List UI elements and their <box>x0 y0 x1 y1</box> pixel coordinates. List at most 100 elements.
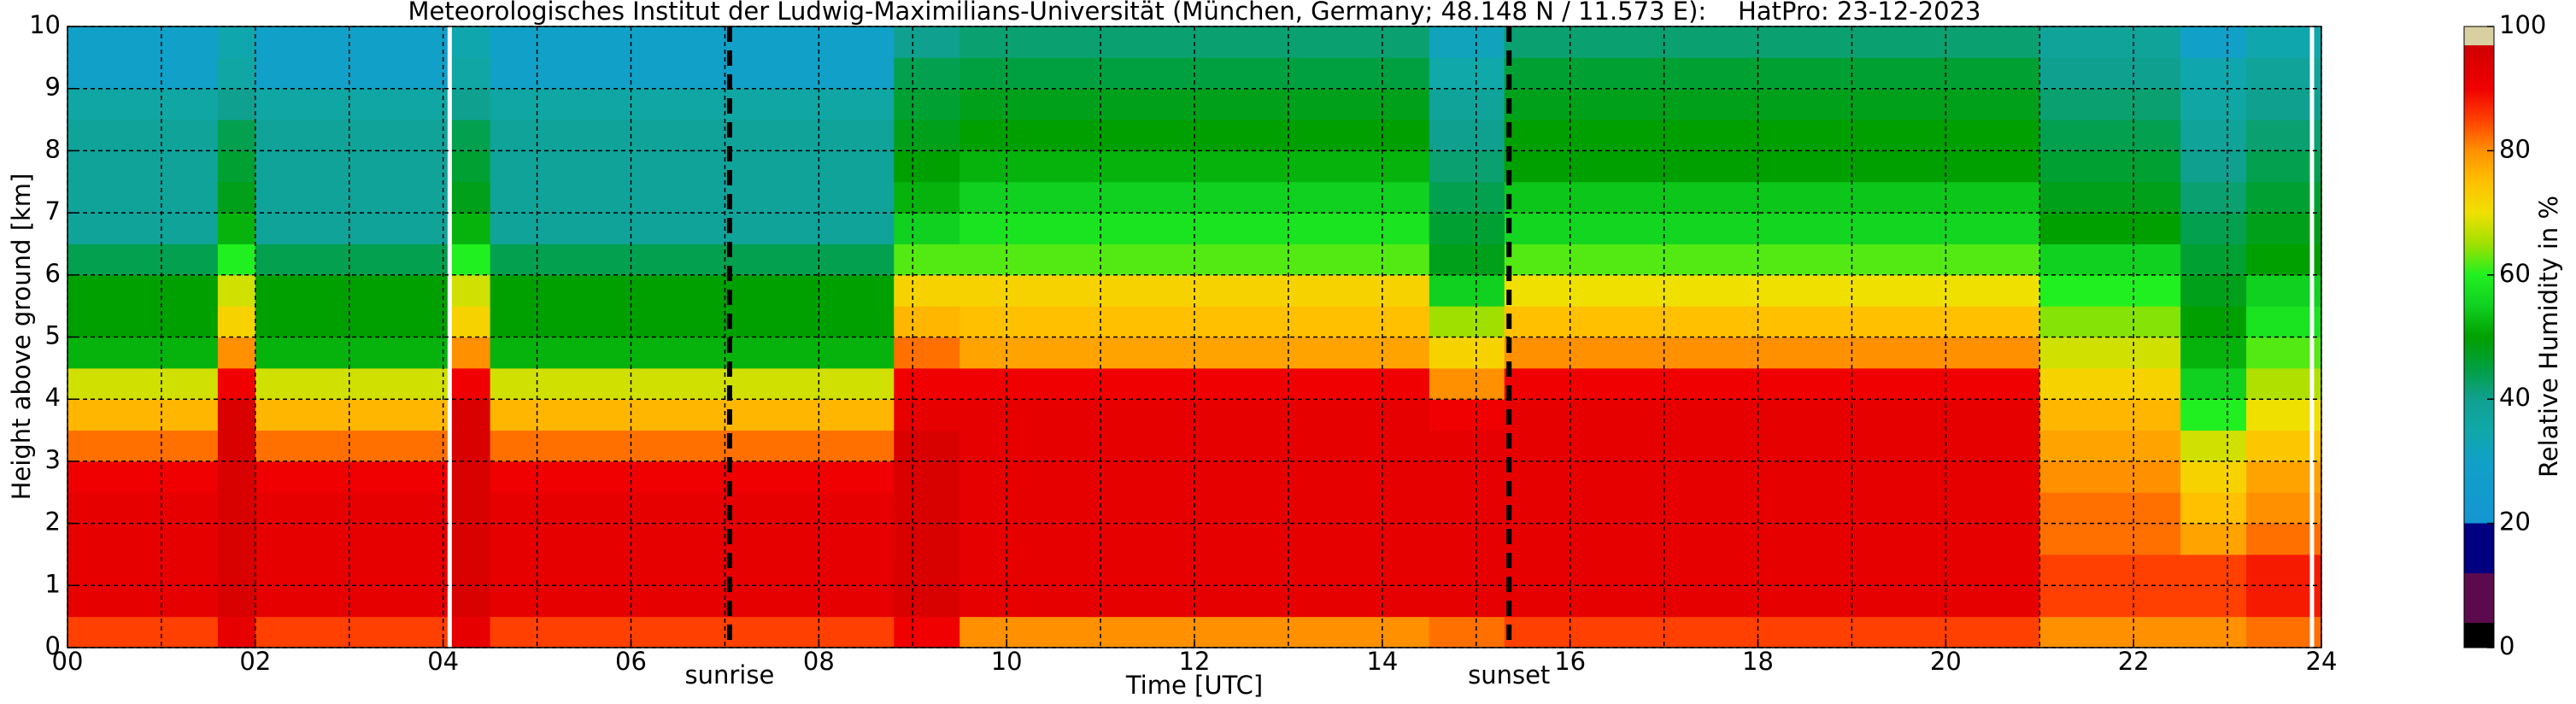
heat-cell <box>894 554 960 586</box>
heat-cell <box>2180 367 2247 400</box>
heat-cell <box>2180 430 2247 462</box>
heat-cell <box>448 523 491 555</box>
heat-cell <box>2246 461 2322 493</box>
heat-cell <box>894 337 960 369</box>
chart-title: Meteorologisches Institut der Ludwig-Max… <box>408 0 1980 26</box>
heat-cell <box>448 461 491 493</box>
heat-cell <box>2246 57 2322 90</box>
heat-cell <box>2246 26 2322 58</box>
heat-cell <box>2039 492 2181 525</box>
event-label: sunset <box>1468 660 1550 689</box>
heat-cell <box>255 399 449 431</box>
heat-cell <box>2246 337 2322 369</box>
heat-cell <box>217 306 256 337</box>
heat-cell <box>490 461 895 493</box>
heat-cell <box>2180 492 2247 525</box>
x-tick-label: 06 <box>615 647 647 676</box>
heat-cell <box>67 57 219 90</box>
heat-cell <box>894 367 960 400</box>
heat-cell <box>2180 120 2247 151</box>
heat-cell <box>217 243 256 276</box>
x-tick-label: 20 <box>1930 647 1962 676</box>
heat-cell <box>217 337 256 369</box>
heat-cell <box>1504 274 2040 307</box>
x-tick-label: 24 <box>2306 647 2338 676</box>
heat-cell <box>2180 616 2247 648</box>
heat-cell <box>2246 585 2322 618</box>
heat-cell <box>2180 585 2247 618</box>
y-tick-label: 0 <box>45 631 61 660</box>
heat-cell <box>1504 120 2040 151</box>
heat-cell <box>217 181 256 214</box>
heat-cell <box>255 120 449 151</box>
heat-cell <box>894 399 960 431</box>
heat-cell <box>490 554 895 586</box>
heat-cell <box>2039 430 2181 462</box>
heat-cell <box>217 26 256 58</box>
heat-cell <box>448 367 491 400</box>
heat-cell <box>2039 399 2181 431</box>
colorbar-tick-label: 100 <box>2499 10 2546 39</box>
heat-cell <box>894 430 960 462</box>
heat-cell <box>1504 243 2040 276</box>
heat-cell <box>490 585 895 618</box>
heat-cell <box>67 26 219 58</box>
heat-cell <box>490 337 895 369</box>
heat-cell <box>255 57 449 90</box>
y-tick-label: 4 <box>45 383 61 412</box>
heat-cell <box>490 367 895 400</box>
heat-cell <box>894 120 960 151</box>
heat-cell <box>448 430 491 462</box>
heat-cell <box>894 88 960 120</box>
heat-cell <box>1504 554 2040 586</box>
heat-cell <box>2180 213 2247 244</box>
heat-cell <box>217 585 256 618</box>
heat-cell <box>894 461 960 493</box>
heat-cell <box>2039 213 2181 244</box>
heat-cell <box>67 88 219 120</box>
heat-cell <box>1504 306 2040 337</box>
y-tick-label: 10 <box>29 10 61 39</box>
x-tick-label: 02 <box>239 647 271 676</box>
heat-cell <box>448 585 491 618</box>
heat-cell <box>67 181 219 214</box>
heat-cell <box>448 399 491 431</box>
heat-cell <box>217 57 256 90</box>
heat-cell <box>894 181 960 214</box>
heat-cell <box>2180 399 2247 431</box>
heat-cell <box>1429 181 1505 214</box>
heat-cell <box>255 213 449 244</box>
heat-cell <box>2246 367 2322 400</box>
colorbar <box>2463 26 2495 648</box>
heat-cell <box>1429 461 1505 493</box>
heat-cell <box>490 57 895 90</box>
heat-cell <box>894 57 960 90</box>
colorbar-tick-label: 40 <box>2499 383 2531 412</box>
x-tick-label: 22 <box>2118 647 2150 676</box>
heat-cell <box>1429 367 1505 400</box>
heat-cell <box>2180 554 2247 586</box>
heat-cell <box>67 150 219 183</box>
heat-cell <box>255 88 449 120</box>
heat-cell <box>1504 337 2040 369</box>
heat-cell <box>1504 430 2040 462</box>
heat-cell <box>217 399 256 431</box>
heat-cell <box>67 274 219 307</box>
heat-cell <box>2180 150 2247 183</box>
heat-cell <box>2180 337 2247 369</box>
heat-cell <box>894 523 960 555</box>
heat-cell <box>255 616 449 648</box>
heat-cell <box>448 492 491 525</box>
heat-cell <box>490 430 895 462</box>
heat-cell <box>255 461 449 493</box>
heat-cell <box>894 274 960 307</box>
colorbar-tick-label: 20 <box>2499 507 2531 537</box>
heat-cell <box>2039 120 2181 151</box>
heat-cell <box>2246 181 2322 214</box>
heat-cell <box>894 492 960 525</box>
heat-cell <box>448 554 491 586</box>
heat-cell <box>255 367 449 400</box>
heat-cell <box>448 213 491 244</box>
y-tick-label: 9 <box>45 73 61 102</box>
